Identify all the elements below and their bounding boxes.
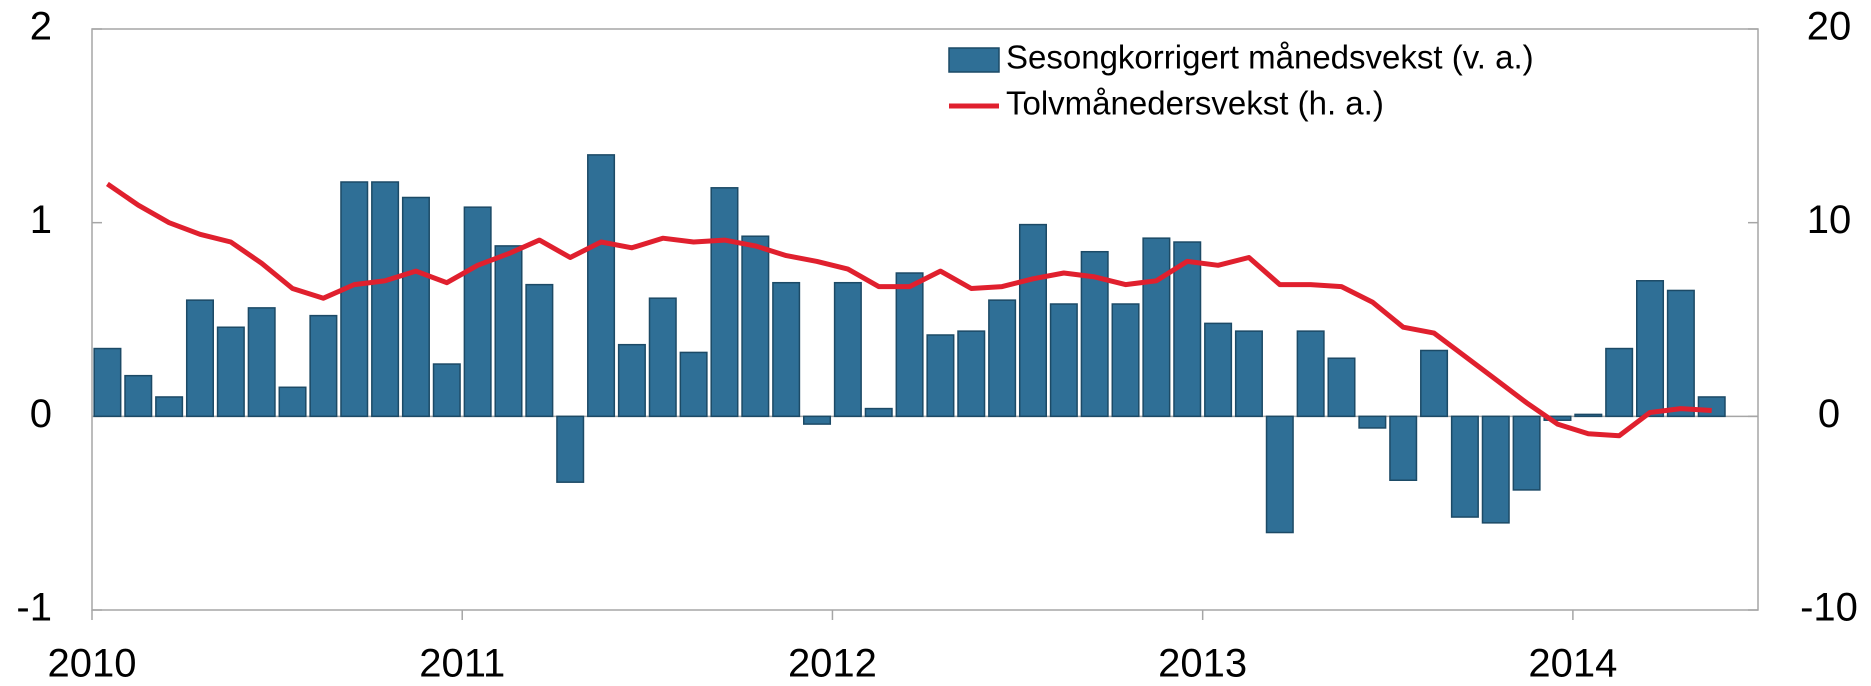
- bar: [124, 374, 153, 418]
- bar: [1574, 413, 1603, 418]
- bar: [988, 299, 1017, 418]
- bar: [93, 347, 122, 418]
- plot-frame: [91, 28, 1759, 611]
- bar: [1018, 223, 1047, 418]
- bar: [1420, 349, 1449, 418]
- bar: [1666, 289, 1695, 418]
- bar: [803, 415, 832, 425]
- bar: [1265, 415, 1294, 534]
- bar: [1327, 357, 1356, 418]
- bar: [155, 396, 184, 418]
- bar: [247, 307, 276, 418]
- bar: [1204, 322, 1233, 418]
- bar: [1512, 415, 1541, 491]
- y2-tick-label: 10: [1807, 198, 1852, 242]
- x-tick-label: 2013: [1158, 642, 1247, 686]
- bar: [1389, 415, 1418, 481]
- x-tick-label: 2012: [788, 642, 877, 686]
- bar: [1173, 241, 1202, 418]
- y-tick-label: 1: [30, 198, 52, 242]
- x-tick-label: 2011: [419, 642, 505, 686]
- y2-tick-label: -10: [1800, 586, 1858, 630]
- bar: [1450, 415, 1479, 518]
- y-tick-label: -1: [16, 586, 52, 630]
- bar: [371, 181, 400, 418]
- bar: [1111, 303, 1140, 418]
- bar: [587, 154, 616, 418]
- bar: [556, 415, 585, 483]
- x-tick-label: 2010: [48, 642, 137, 686]
- bar: [1049, 303, 1078, 418]
- y-tick-label: 2: [30, 5, 52, 49]
- line: [105, 181, 1712, 439]
- bar: [895, 272, 924, 418]
- bar: [463, 206, 492, 418]
- bar: [833, 281, 862, 418]
- legend-label: Sesongkorrigert månedsvekst (v. a.): [1006, 39, 1534, 76]
- bar: [185, 299, 214, 418]
- bar: [617, 343, 646, 418]
- y2-tick-label: 20: [1807, 5, 1852, 49]
- y2-tick-label: 0: [1818, 392, 1840, 436]
- bar: [926, 334, 955, 418]
- bar: [401, 196, 430, 418]
- legend-swatch: [948, 47, 1000, 73]
- bar: [340, 181, 369, 418]
- bar: [1296, 330, 1325, 418]
- bar: [1697, 396, 1726, 418]
- bar: [1605, 347, 1634, 418]
- bar: [864, 407, 893, 418]
- bar: [772, 281, 801, 418]
- y-tick-label: 0: [30, 392, 52, 436]
- x-tick-label: 2014: [1528, 642, 1617, 686]
- bar: [216, 326, 245, 418]
- bar: [1142, 237, 1171, 418]
- bar: [525, 283, 554, 418]
- bar: [679, 351, 708, 418]
- bar: [710, 187, 739, 418]
- bar: [278, 386, 307, 418]
- bar: [648, 297, 677, 418]
- legend-label: Tolvmånedersvekst (h. a.): [1006, 85, 1384, 122]
- bar: [1543, 415, 1572, 421]
- bar: [741, 235, 770, 418]
- bar: [494, 245, 523, 418]
- bar: [309, 314, 338, 418]
- bar: [957, 330, 986, 418]
- bar: [432, 363, 461, 418]
- bar: [1481, 415, 1510, 524]
- bar: [1636, 280, 1665, 418]
- bar: [1234, 330, 1263, 418]
- bar: [1358, 415, 1387, 429]
